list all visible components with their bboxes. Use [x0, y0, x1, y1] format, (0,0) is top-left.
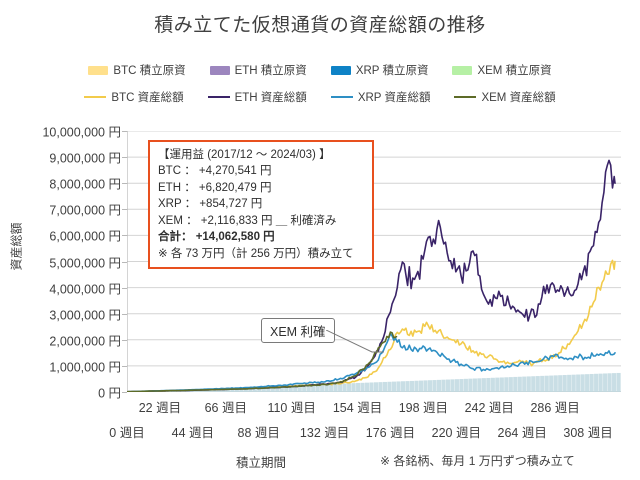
legend-item[interactable]: XRP 資産総額 [330, 89, 431, 105]
y-axis-title: 資産総額 [9, 222, 24, 271]
y-axis-tick-label: 0 円 [98, 386, 121, 401]
y-axis-tick-mark [122, 287, 127, 289]
y-axis-tick-label: 9,000,000 円 [49, 151, 121, 166]
y-axis-tick-mark [122, 157, 127, 159]
legend-label: BTC 資産総額 [111, 92, 184, 104]
y-axis-tick-label: 10,000,000 円 [42, 125, 121, 140]
x-axis-tick-label: 286 週目 [530, 401, 580, 415]
y-axis-tick-label: 6,000,000 円 [49, 229, 121, 244]
legend-item[interactable]: ETH 積立原資 [209, 62, 307, 78]
legend-swatch-line-icon [330, 96, 353, 98]
legend-swatch-area-icon [452, 65, 473, 75]
legend-item[interactable]: BTC 積立原資 [88, 62, 186, 78]
x-axis-tick-label: 132 週目 [299, 426, 350, 440]
x-axis-tick-label: 154 週目 [332, 401, 383, 415]
xem-profit-callout: XEM 利確 [261, 318, 335, 343]
profit-summary-line: ETH ： +6,820,479 円 [158, 181, 272, 194]
x-axis-note: ※ 各銘柄、毎月 1 万円ずつ積み立て [380, 454, 575, 468]
x-axis-tick-label: 220 週目 [431, 426, 481, 440]
legend-label: BTC 積立原資 [113, 65, 186, 77]
y-axis-tick-mark [122, 365, 127, 367]
legend-label: XEM 積立原資 [477, 65, 552, 77]
legend-item[interactable]: BTC 資産総額 [84, 89, 184, 105]
y-axis-tick-label: 7,000,000 円 [49, 203, 121, 218]
y-axis-tick-mark [122, 209, 127, 211]
legend-swatch-line-icon [84, 96, 107, 98]
legend-label: XEM 資産総額 [481, 92, 556, 104]
y-axis-tick-mark [122, 261, 127, 263]
profit-summary-line: ※ 各 73 万円（計 256 万円）積み立て [158, 247, 354, 260]
x-axis-tick-label: 0 週目 [109, 426, 145, 440]
y-axis-tick-mark [122, 313, 127, 315]
legend-swatch-line-icon [207, 96, 230, 98]
y-axis-tick-mark [122, 392, 127, 393]
legend-label: ETH 積立原資 [234, 65, 307, 77]
x-axis-tick-label: 22 週目 [138, 401, 182, 415]
y-axis-tick-label: 3,000,000 円 [49, 308, 121, 323]
y-axis-tick-mark [122, 235, 127, 237]
y-axis-tick-label: 5,000,000 円 [49, 256, 121, 270]
x-axis-tick-label: 110 週目 [267, 401, 316, 415]
legend-swatch-area-icon [330, 65, 351, 75]
legend-swatch-line-icon [454, 96, 477, 98]
legend-label: XRP 資産総額 [357, 92, 431, 104]
legend-item[interactable]: XEM 資産総額 [454, 89, 556, 105]
x-axis-tick-label: 308 週目 [563, 426, 613, 440]
y-axis-tick-mark [122, 131, 127, 132]
y-axis-tick-label: 8,000,000 円 [49, 177, 121, 192]
y-axis-tick-label: 1,000,000 円 [49, 360, 121, 375]
legend-label: ETH 資産総額 [234, 92, 307, 104]
legend-item[interactable]: ETH 資産総額 [207, 89, 307, 105]
y-axis-tick-mark [122, 339, 127, 341]
x-axis-tick-label: 264 週目 [497, 426, 547, 440]
y-axis-tick-label: 4,000,000 円 [49, 282, 121, 297]
legend-item[interactable]: XRP 積立原資 [330, 62, 429, 78]
profit-summary-line: BTC ： +4,270,541 円 [158, 165, 272, 178]
legend-swatch-area-icon [88, 65, 109, 75]
y-axis-tick-mark [122, 183, 127, 185]
series-line [126, 331, 398, 393]
x-axis-tick-label: 176 週目 [365, 426, 416, 440]
x-axis-tick-label: 66 週目 [204, 401, 247, 415]
profit-summary-box: 【運用益 (2017/12 ～ 2024/03) 】 BTC ： +4,270,5… [148, 140, 374, 270]
legend-swatch-area-icon [209, 65, 230, 75]
legend-row-principal: BTC 積立原資 ETH 積立原資 XRP 積立原資 XEM 積立原資 [0, 62, 640, 78]
profit-summary-line: 合計： +14,062,580 円 [158, 231, 275, 244]
legend-label: XRP 積立原資 [355, 65, 429, 77]
profit-summary-line: XEM ： +2,116,833 円 ＿ 利確済み [158, 214, 337, 227]
x-axis-tick-label: 198 週目 [398, 401, 449, 415]
profit-summary-line: 【運用益 (2017/12 ～ 2024/03) 】 [158, 149, 331, 161]
legend-row-total: BTC 資産総額 ETH 資産総額 XRP 資産総額 XEM 資産総額 [0, 89, 640, 105]
x-axis-tick-label: 242 週目 [464, 401, 514, 415]
legend-item[interactable]: XEM 積立原資 [452, 62, 552, 78]
page-title: 積み立てた仮想通貨の資産総額の推移 [154, 15, 486, 36]
x-axis-tick-label: 44 週目 [171, 426, 215, 440]
profit-summary-line: XRP ： +854,727 円 [158, 198, 263, 211]
x-axis-title: 積立期間 [236, 456, 287, 470]
x-axis-tick-label: 88 週目 [237, 426, 280, 440]
y-axis-tick-label: 2,000,000 円 [49, 334, 121, 349]
